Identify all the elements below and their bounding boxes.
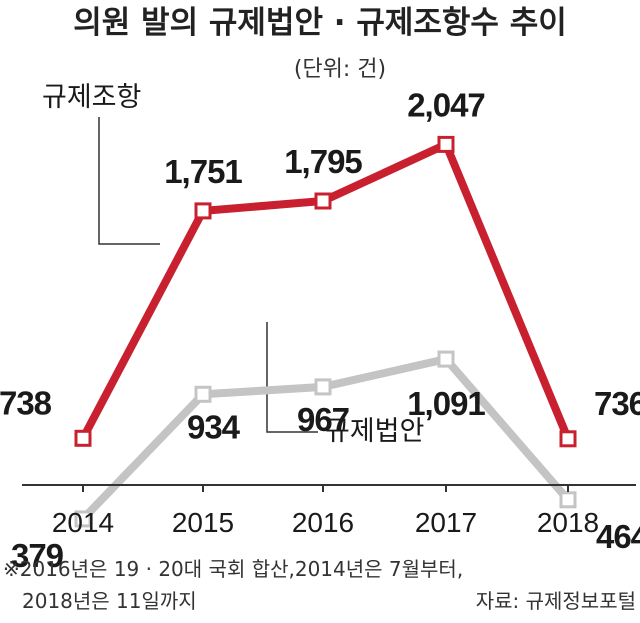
footnote-line-2: 2018년은 11일까지: [22, 589, 197, 613]
footnote-line-1: ※2016년은 19 · 20대 국회 합산,2014년은 7월부터,: [3, 557, 463, 581]
data-label-clauses-2018: 736: [594, 385, 640, 422]
marker-bills-2014: [74, 510, 92, 528]
data-label-bills-2015: 934: [187, 408, 241, 445]
data-label-clauses-2014: 738: [0, 384, 52, 421]
data-label-clauses-2017: 2,047: [407, 86, 485, 123]
series-label-leaders: [98, 117, 318, 433]
data-label-bills-2018: 464: [596, 518, 640, 555]
series-layer: [74, 135, 577, 528]
marker-clauses-2016: [314, 192, 332, 210]
series-name-clauses: 규제조항: [42, 82, 141, 113]
leader-line-clauses: [98, 117, 160, 245]
x-tick-label-2015: 2015: [172, 507, 234, 538]
x-tick-label-2016: 2016: [292, 507, 354, 538]
data-label-bills-2014: 379: [11, 537, 64, 574]
x-axis-ticks: 2014 2015 2016 2017 2018: [52, 485, 599, 538]
data-labels: 738 1,751 1,795 2,047 736 379 934 967 1,091 464: [0, 86, 640, 574]
data-label-clauses-2015: 1,751: [164, 153, 242, 190]
marker-clauses-2015: [194, 202, 212, 220]
source-note: 자료: 규제정보포털: [476, 589, 636, 613]
x-tick-label-2014: 2014: [52, 507, 114, 538]
data-label-clauses-2016: 1,795: [284, 143, 362, 180]
marker-clauses-2014: [74, 429, 92, 447]
leader-line-bills: [266, 322, 318, 433]
marker-bills-2018: [559, 491, 577, 509]
x-tick-label-2017: 2017: [415, 507, 477, 538]
marker-bills-2017: [437, 350, 455, 368]
data-label-bills-2016: 967: [297, 401, 349, 438]
marker-bills-2015: [194, 385, 212, 403]
marker-clauses-2018: [559, 430, 577, 448]
marker-clauses-2017: [437, 135, 455, 153]
unit-label: (단위: 건): [294, 57, 386, 82]
marker-bills-2016: [314, 378, 332, 396]
series-name-bills: 규제법안: [325, 416, 424, 447]
x-tick-label-2018: 2018: [537, 507, 599, 538]
data-label-bills-2017: 1,091: [407, 385, 485, 422]
chart-title: 의원 발의 규제법안 · 규제조항수 추이: [73, 5, 567, 41]
